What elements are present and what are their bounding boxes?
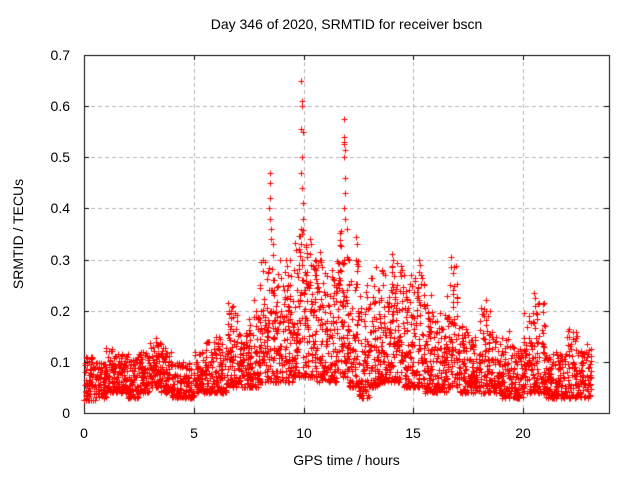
y-tick-label: 0.6	[50, 98, 70, 114]
y-tick-label: 0.4	[50, 200, 70, 216]
y-tick-label: 0.7	[50, 47, 70, 63]
x-tick-label: 20	[515, 425, 531, 441]
y-tick-label: 0	[62, 405, 70, 421]
x-tick-label: 5	[190, 425, 198, 441]
x-axis-label: GPS time / hours	[293, 452, 400, 468]
x-tick-label: 10	[296, 425, 312, 441]
y-tick-label: 0.5	[50, 149, 70, 165]
y-tick-label: 0.1	[50, 354, 70, 370]
chart-title: Day 346 of 2020, SRMTID for receiver bsc…	[210, 16, 483, 32]
x-tick-label: 0	[80, 425, 88, 441]
y-tick-label: 0.3	[50, 252, 70, 268]
x-tick-label: 15	[405, 425, 421, 441]
y-axis-label: SRMTID / TECUs	[10, 178, 26, 290]
y-tick-label: 0.2	[50, 303, 70, 319]
